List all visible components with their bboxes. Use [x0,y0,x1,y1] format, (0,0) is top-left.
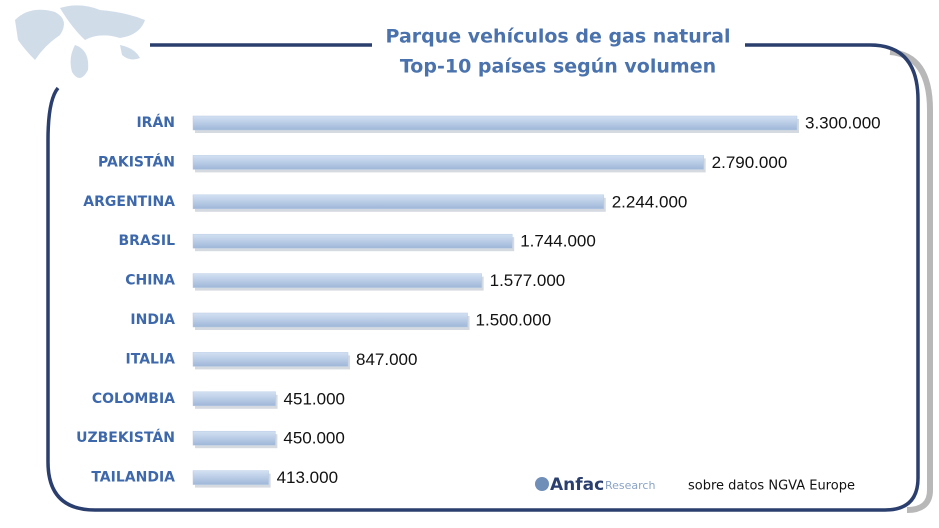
bar [192,391,276,407]
chart-subtitle: Top-10 países según volumen [400,56,716,78]
value-label: 847.000 [356,350,417,369]
category-label: ITALIA [126,351,176,367]
category-label: IRÁN [136,114,175,131]
bar [192,115,798,131]
bar [192,233,513,249]
world-map [15,5,145,79]
category-label: COLOMBIA [92,391,175,407]
value-label: 1.744.000 [520,232,596,251]
chart-title: Parque vehículos de gas natural [386,26,731,48]
bar [192,312,468,328]
bar [192,194,604,210]
bar [192,273,482,288]
bar [192,352,349,367]
category-label: PAKISTÁN [98,153,175,170]
source-logo: Anfac [550,475,604,495]
bar [192,470,269,485]
logo-icon [535,477,549,491]
category-label: ARGENTINA [83,194,175,210]
value-label: 450.000 [283,429,344,448]
frame-shadow [889,49,933,513]
category-label: UZBEKISTÁN [76,429,175,446]
category-label: INDIA [130,312,175,328]
category-label: TAILANDIA [91,470,175,486]
value-label: 1.500.000 [476,310,552,329]
source: Anfac Research sobre datos NGVA Europe [535,475,855,495]
value-label: 2.790.000 [712,153,788,172]
source-text: sobre datos NGVA Europe [688,479,855,494]
value-label: 413.000 [277,468,338,487]
frame [46,43,920,512]
category-label: CHINA [125,273,175,289]
value-label: 1.577.000 [490,271,566,290]
source-logo-sub: Research [605,479,655,492]
value-label: 451.000 [284,389,345,408]
bar [192,155,704,170]
value-label: 3.300.000 [805,113,881,132]
category-label: BRASIL [119,233,176,249]
value-label: 2.244.000 [612,192,688,211]
bar [192,430,276,446]
